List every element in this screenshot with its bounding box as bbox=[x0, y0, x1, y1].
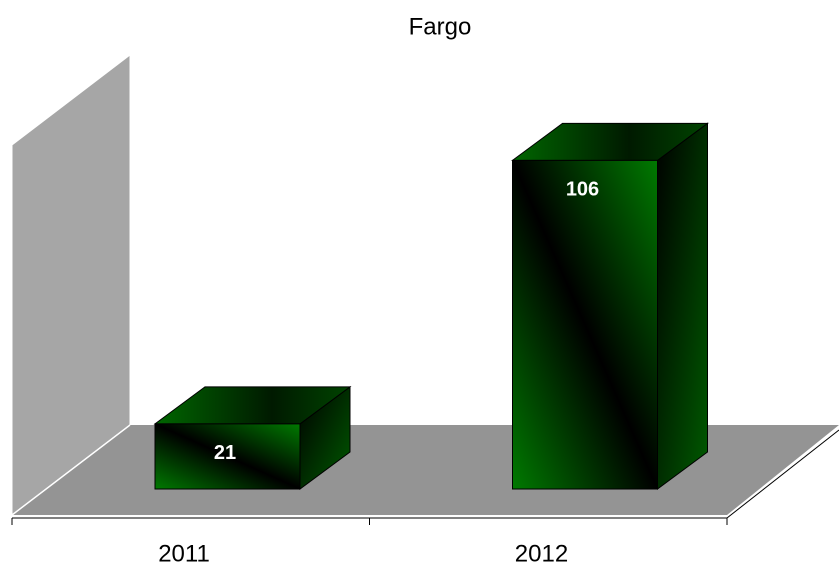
bar bbox=[512, 159, 658, 490]
value-label: 106 bbox=[566, 179, 599, 201]
x-tick-label: 2012 bbox=[515, 540, 568, 567]
value-label: 21 bbox=[214, 442, 236, 464]
x-tick-label: 2011 bbox=[158, 540, 210, 567]
bar bbox=[154, 423, 301, 490]
chart-title: Fargo bbox=[409, 13, 472, 40]
wall-edge bbox=[11, 424, 131, 516]
floor-edge bbox=[726, 429, 839, 519]
floor bbox=[12, 425, 839, 515]
bar-side bbox=[657, 122, 708, 490]
